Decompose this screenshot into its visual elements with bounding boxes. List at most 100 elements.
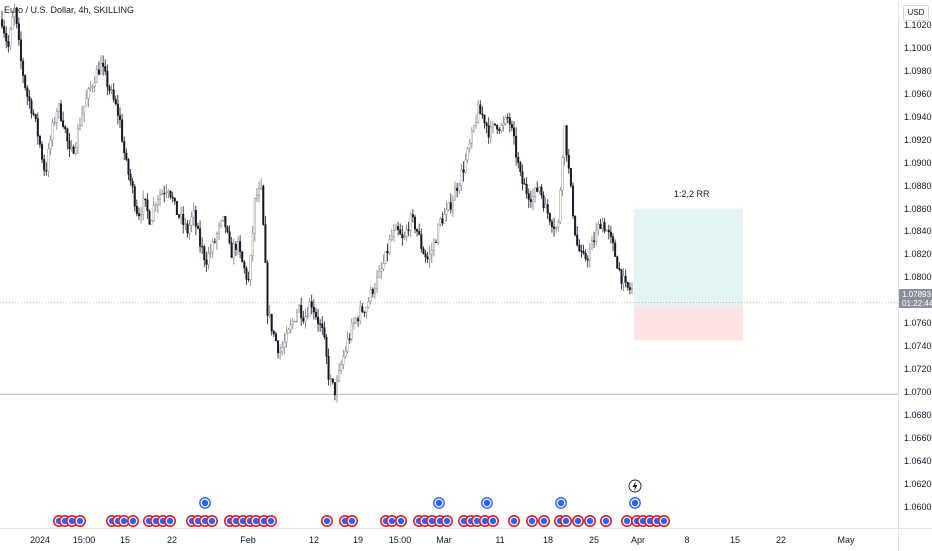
scale-corner [898,528,932,551]
lightning-icon-bolt [632,481,638,491]
candle-body [154,204,157,206]
candle-body [32,113,35,115]
candlestick-chart[interactable] [0,0,898,528]
candle-body [5,33,8,42]
candle-body [371,289,374,294]
candle-body [620,269,623,284]
candle-body [36,118,39,137]
candle-body [302,317,305,322]
candle-body [451,199,454,210]
candle-body [325,336,328,357]
candle-body [270,313,273,332]
candle-body [357,318,360,322]
candle-body [11,16,14,30]
candle-body [346,338,349,352]
candle-body [546,204,549,214]
candle-body [550,221,553,227]
last-price-badge: 1.07893 01:22:44 [899,289,932,308]
candle-body [192,210,195,218]
us-flag-icon-center [397,517,405,525]
candle-body [295,311,298,322]
candle-body [159,194,162,200]
candle-body [327,356,330,380]
candle-body [165,192,168,194]
chart-canvas[interactable] [0,0,898,528]
candle-body [152,205,155,221]
candle-body [498,129,501,131]
candle-body [399,229,402,235]
candle-body [409,214,412,231]
candle-body [268,313,271,316]
candle-body [340,364,343,371]
candle-body [87,88,90,99]
candle-body [395,226,398,231]
candle-body [376,276,379,289]
candle-body [342,356,345,365]
candle-body [64,126,67,130]
candle-body [281,347,284,353]
candle-body [439,218,442,225]
us-flag-icon-center [623,517,631,525]
us-flag-icon-center [252,517,260,525]
candle-body [595,230,598,242]
time-tick: 2024 [29,535,51,545]
candle-body [83,105,86,115]
candle-body [447,202,450,211]
candle-body [239,241,242,252]
us-flag-icon-center [129,517,137,525]
price-scale[interactable]: 1.10200 1.10000 1.09800 1.09600 1.09400 1.092… [898,0,932,528]
candle-body [422,248,425,254]
candle-body [53,122,56,124]
candle-body [489,126,492,138]
candle-body [603,222,606,232]
candle-body [300,305,303,319]
candle-body [612,236,615,244]
candle-body [502,122,505,126]
candle-body [186,223,189,234]
candle-body [513,127,516,137]
candle-body [218,225,221,234]
price-tick: 1.08800 [904,180,932,191]
candle-body [449,202,452,210]
candle-body [344,350,347,357]
candle-body [437,223,440,244]
candle-body [177,214,180,218]
candle-body [131,180,134,187]
candle-body [304,316,307,322]
candle-body [348,338,351,340]
candle-body [542,194,545,208]
candle-body [121,119,124,142]
candle-body [89,87,92,89]
candle-body [137,213,140,217]
candle-body [392,230,395,237]
candle-body [262,185,265,225]
candle-body [68,140,71,150]
candle-body [420,234,423,249]
candle-body [397,226,400,230]
risk-reward-label: 1:2,2 RR [674,189,710,199]
candle-body [494,123,497,126]
candle-body [378,270,381,278]
candle-body [57,103,60,112]
candle-body [163,193,166,195]
candle-body [557,221,560,228]
candle-body [470,130,473,144]
candle-body [561,157,564,191]
candle-body [74,147,77,154]
candle-body [45,170,48,172]
time-scale[interactable]: 2024 15:00 15 22 Feb 12 19 15:00 Mar 11 18 25 Apr 8 15… [0,528,898,551]
candle-body [626,282,629,288]
currency-button[interactable]: USD [903,5,929,21]
candle-body [272,330,275,335]
candle-body [466,148,469,161]
us-flag-icon-center [267,517,275,525]
candle-body [142,198,145,215]
symbol-title[interactable]: Euro / U.S. Dollar, 4h, SKILLING [4,5,135,15]
candle-body [7,41,10,47]
candle-body [350,323,353,339]
candle-body [26,87,29,97]
candle-body [382,263,385,269]
profit-zone [634,208,743,306]
candle-body [9,28,12,47]
price-tick: 1.09400 [904,111,932,122]
